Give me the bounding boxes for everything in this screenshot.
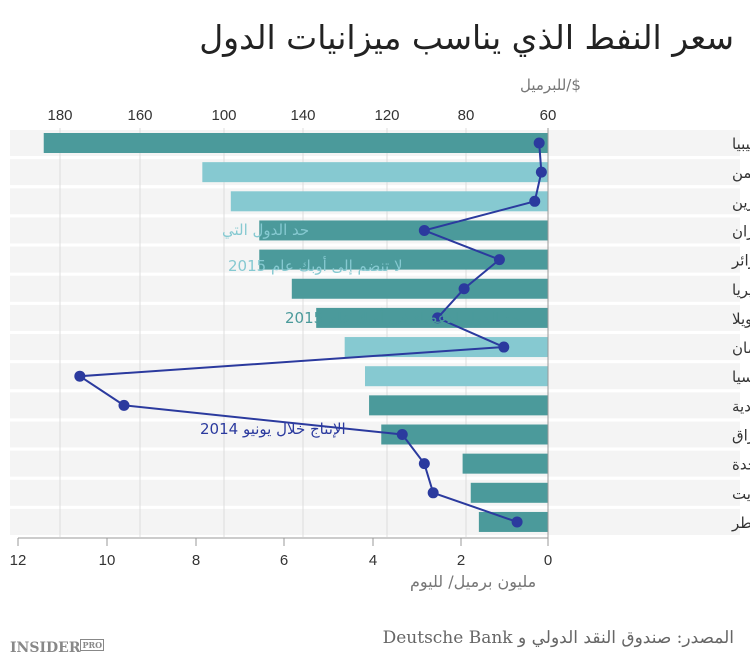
country-label: البحرين: [732, 193, 750, 211]
production-point-3: [418, 224, 430, 236]
bottom-tick-label: 12: [10, 552, 27, 569]
top-axis-label: $/للبرميل: [520, 76, 581, 94]
row-background: [10, 508, 740, 535]
bar-4: [259, 249, 548, 270]
production-point-1: [535, 166, 547, 178]
country-label: الجزائر: [731, 252, 750, 270]
country-label: فنزويلا: [732, 310, 750, 328]
chart-title: سعر النفط الذي يناسب ميزانيات الدول: [199, 18, 734, 57]
top-tick-label: 180: [47, 107, 72, 124]
country-label: الإمارات العربية المتحدة: [732, 456, 750, 474]
annotation-production: الإنتاج خلال يونيو 2014: [200, 420, 346, 439]
country-label: قطر: [731, 514, 750, 532]
bar-12: [470, 482, 548, 503]
production-point-11: [418, 458, 430, 470]
top-tick-label: 60: [540, 107, 557, 124]
country-label: اليمن: [732, 164, 750, 182]
bottom-tick-label: 10: [99, 552, 116, 569]
bottom-tick-label: 8: [192, 552, 200, 569]
production-point-2: [529, 195, 541, 207]
bar-3: [259, 220, 548, 241]
production-point-10: [396, 429, 408, 440]
production-point-13: [511, 516, 523, 528]
production-point-9: [118, 399, 130, 411]
country-label: روسيا: [732, 368, 750, 386]
bar-7: [344, 337, 548, 358]
top-tick-label: 160: [127, 107, 152, 124]
bar-0: [43, 133, 548, 153]
insider-pro-logo: INSIDER PRO: [10, 639, 105, 656]
bar-9: [369, 395, 548, 416]
production-point-0: [533, 137, 545, 149]
annotation-non-opec-1: حد الدول التي: [222, 221, 309, 240]
production-point-12: [427, 487, 439, 499]
production-point-7: [498, 341, 510, 353]
production-point-5: [458, 283, 470, 295]
row-background: [10, 479, 740, 506]
top-tick-label: 80: [458, 107, 475, 124]
annotation-opec: حد الدول الأعضاء في أوبك عام 2015: [285, 308, 521, 328]
country-label: الكويت: [732, 485, 750, 503]
row-background: [10, 450, 740, 477]
bar-1: [202, 162, 549, 183]
logo-text: INSIDER: [10, 640, 81, 656]
production-line: [76, 142, 543, 523]
top-tick-label: 100: [211, 107, 236, 124]
bar-2: [230, 191, 549, 212]
production-point-4: [493, 254, 505, 266]
source-note: المصدر: صندوق النقد الدولي و Deutsche Ba…: [382, 628, 734, 648]
bar-5: [291, 278, 548, 299]
country-label: إيران: [732, 222, 750, 240]
bar-8: [365, 366, 548, 387]
bottom-axis-label: مليون برميل/ لليوم: [410, 572, 537, 591]
bottom-tick-label: 6: [280, 552, 288, 569]
country-label: ليبيا: [732, 135, 750, 153]
production-point-6: [432, 312, 444, 324]
country-label: العراق: [732, 427, 750, 445]
row-background: [10, 421, 740, 448]
country-label: نيجيريا: [732, 281, 750, 299]
country-label: عُمان: [732, 339, 750, 357]
bottom-tick-label: 4: [369, 552, 377, 569]
production-point-8: [74, 370, 86, 382]
bottom-tick-label: 2: [457, 552, 465, 569]
top-tick-label: 140: [290, 107, 315, 124]
bar-11: [462, 453, 548, 474]
bottom-tick-label: 0: [544, 552, 552, 569]
annotation-non-opec-2: لا تنضم إلى أوبك عام 2015: [228, 256, 403, 275]
top-tick-label: 120: [374, 107, 399, 124]
logo-badge: PRO: [80, 639, 105, 651]
bar-10: [381, 424, 548, 445]
country-label: المملكة العربية السعودية: [732, 397, 750, 415]
